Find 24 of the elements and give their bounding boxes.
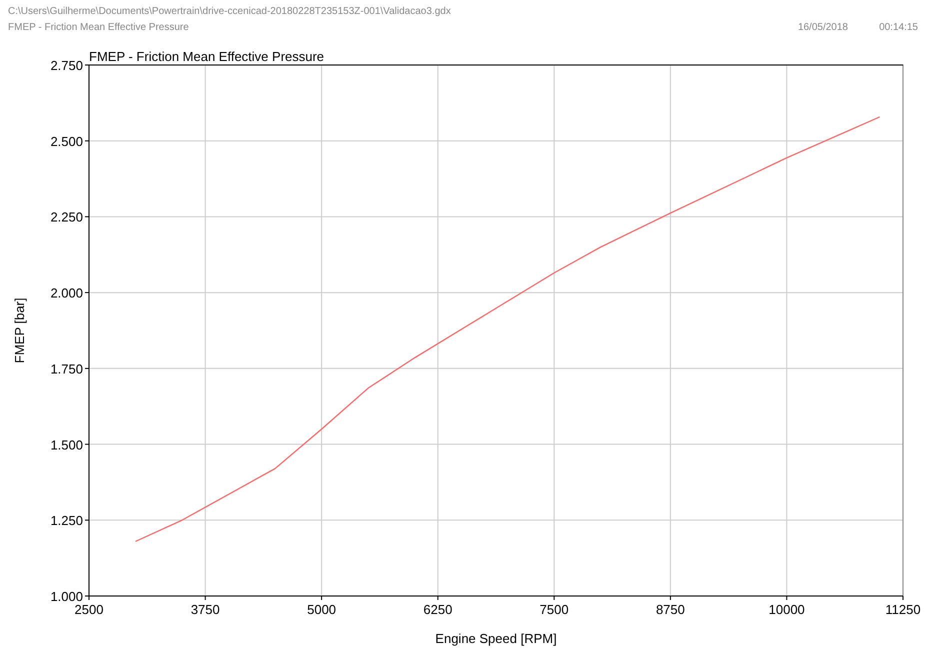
- chart-subtitle: FMEP - Friction Mean Effective Pressure: [8, 22, 190, 33]
- y-tick-label: 1.500: [50, 437, 83, 452]
- y-tick-label: 2.000: [50, 286, 83, 301]
- chart-title: FMEP - Friction Mean Effective Pressure: [89, 49, 324, 64]
- x-tick-label: 6250: [423, 602, 452, 617]
- y-tick-label: 1.750: [50, 361, 83, 376]
- y-tick-label: 2.750: [50, 58, 83, 73]
- y-tick-label: 1.250: [50, 513, 83, 528]
- x-tick-label: 2500: [74, 602, 104, 617]
- y-axis-title: FMEP [bar]: [12, 298, 27, 364]
- x-tick-label: 11250: [885, 602, 921, 617]
- y-tick-label: 1.000: [50, 589, 83, 604]
- line-series: [134, 116, 880, 542]
- x-tick-label: 10000: [768, 602, 805, 617]
- x-axis-title: Engine Speed [RPM]: [435, 631, 557, 646]
- x-tick-label: 5000: [307, 602, 336, 617]
- text: 00:14:15: [879, 22, 918, 33]
- y-tick-label: 2.500: [50, 134, 83, 149]
- x-tick-label: 7500: [540, 602, 569, 617]
- y-tick-label: 2.250: [50, 210, 83, 225]
- text: C:\Users\Guilherme\Documents\Powertrain\drive-ccenicad-20180228T235153Z-001\Validacao3.gdx: [8, 6, 451, 17]
- x-tick-label: 3750: [190, 602, 220, 617]
- x-tick-label: 8750: [656, 602, 685, 617]
- text: 16/05/2018: [798, 22, 848, 33]
